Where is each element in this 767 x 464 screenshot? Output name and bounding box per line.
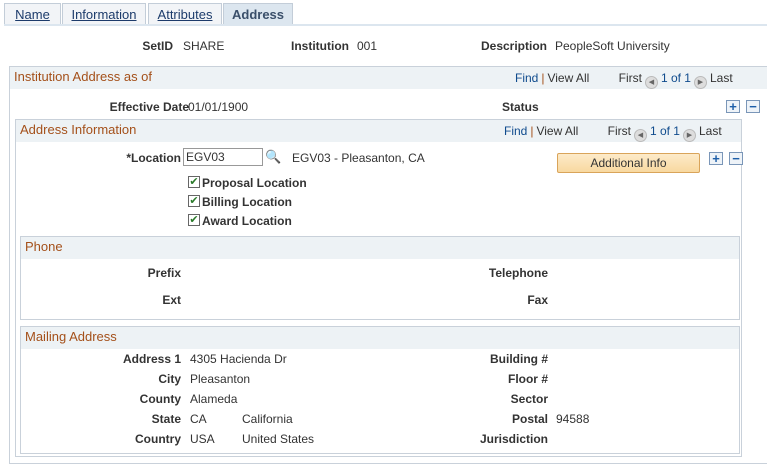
lookup-search-icon[interactable]: 🔍 [265, 149, 282, 164]
view-all-link[interactable]: View All [547, 71, 590, 85]
proposal-location-checkbox[interactable]: ✔ [188, 176, 200, 188]
first-link[interactable]: First [607, 124, 631, 138]
previous-icon[interactable]: ◀ [644, 76, 658, 89]
last-link[interactable]: Last [698, 124, 722, 138]
sector-label: Sector [510, 392, 548, 406]
country-value: USA [190, 432, 215, 446]
state-value: CA [190, 412, 207, 426]
outer-nav: Find | View All First ◀ 1 of 1 ▶ Last [515, 71, 733, 89]
country-label: Country [135, 432, 181, 446]
delete-row-button[interactable]: − [729, 152, 743, 165]
ext-label: Ext [162, 293, 181, 307]
section-title: Address Information [16, 120, 741, 142]
section-title-text: Mailing Address [25, 329, 117, 344]
city-value: Pleasanton [190, 372, 251, 386]
tab-information[interactable]: Information [62, 3, 146, 25]
fax-label: Fax [527, 293, 548, 307]
setid-value: SHARE [183, 39, 225, 53]
delete-row-button[interactable]: − [746, 100, 760, 113]
state-name: California [242, 412, 293, 426]
tab-divider [4, 24, 767, 26]
next-icon[interactable]: ▶ [693, 76, 707, 89]
section-title-text: Address Information [20, 122, 137, 137]
view-all-link[interactable]: View All [536, 124, 579, 138]
description-label: Description [480, 39, 547, 53]
state-label: State [151, 412, 181, 426]
institution-value: 001 [357, 39, 378, 53]
address1-label: Address 1 [122, 352, 181, 366]
location-label: *Location [126, 151, 181, 165]
effective-date-value: 01/01/1900 [188, 100, 249, 114]
jurisdiction-label: Jurisdiction [479, 432, 548, 446]
section-title: Mailing Address [21, 327, 739, 349]
city-label: City [158, 372, 181, 386]
add-row-button[interactable]: + [726, 100, 740, 113]
first-link[interactable]: First [618, 71, 642, 85]
section-title: Phone [21, 237, 739, 259]
county-value: Alameda [190, 392, 238, 406]
country-name: United States [242, 432, 315, 446]
county-label: County [139, 392, 181, 406]
prefix-label: Prefix [147, 266, 181, 280]
last-link[interactable]: Last [709, 71, 733, 85]
address-information-section: Address Information Find | View All First ◀… [15, 119, 742, 457]
next-icon[interactable]: ▶ [682, 129, 696, 142]
status-label: Status [502, 100, 539, 114]
award-location-label: Award Location [202, 214, 292, 228]
award-location-checkbox[interactable]: ✔ [188, 214, 200, 226]
section-title-text: Phone [25, 239, 63, 254]
effective-date-label: Effective Date [109, 100, 189, 114]
description-value: PeopleSoft University [555, 39, 670, 53]
billing-location-checkbox[interactable]: ✔ [188, 195, 200, 207]
add-row-button[interactable]: + [709, 152, 723, 165]
phone-section: Phone [20, 236, 740, 320]
row-count: 1 of 1 [660, 71, 691, 85]
building-label: Building # [490, 352, 548, 366]
setid-label: SetID [142, 39, 173, 53]
institution-label: Institution [291, 39, 349, 53]
row-count: 1 of 1 [649, 124, 680, 138]
institution-address-section: Institution Address as of Find | View All … [9, 66, 767, 464]
proposal-location-label: Proposal Location [202, 176, 307, 190]
mailing-address-section: Mailing Address [20, 326, 740, 454]
inner-nav: Find | View All First ◀ 1 of 1 ▶ Last [504, 124, 722, 142]
floor-label: Floor # [507, 372, 548, 386]
location-input[interactable] [183, 148, 263, 166]
tab-attributes[interactable]: Attributes [148, 3, 222, 25]
postal-value: 94588 [556, 412, 590, 426]
telephone-label: Telephone [488, 266, 548, 280]
postal-label: Postal [511, 412, 548, 426]
tab-address[interactable]: Address [223, 3, 293, 25]
find-link[interactable]: Find [515, 71, 539, 85]
find-link[interactable]: Find [504, 124, 528, 138]
additional-info-button[interactable]: Additional Info [557, 153, 700, 173]
address1-value: 4305 Hacienda Dr [190, 352, 287, 366]
section-title-text: Institution Address as of [14, 69, 153, 84]
previous-icon[interactable]: ◀ [633, 129, 647, 142]
location-description: EGV03 - Pleasanton, CA [292, 151, 425, 165]
billing-location-label: Billing Location [202, 195, 292, 209]
section-title: Institution Address as of [10, 67, 767, 89]
tab-name[interactable]: Name [4, 3, 61, 25]
